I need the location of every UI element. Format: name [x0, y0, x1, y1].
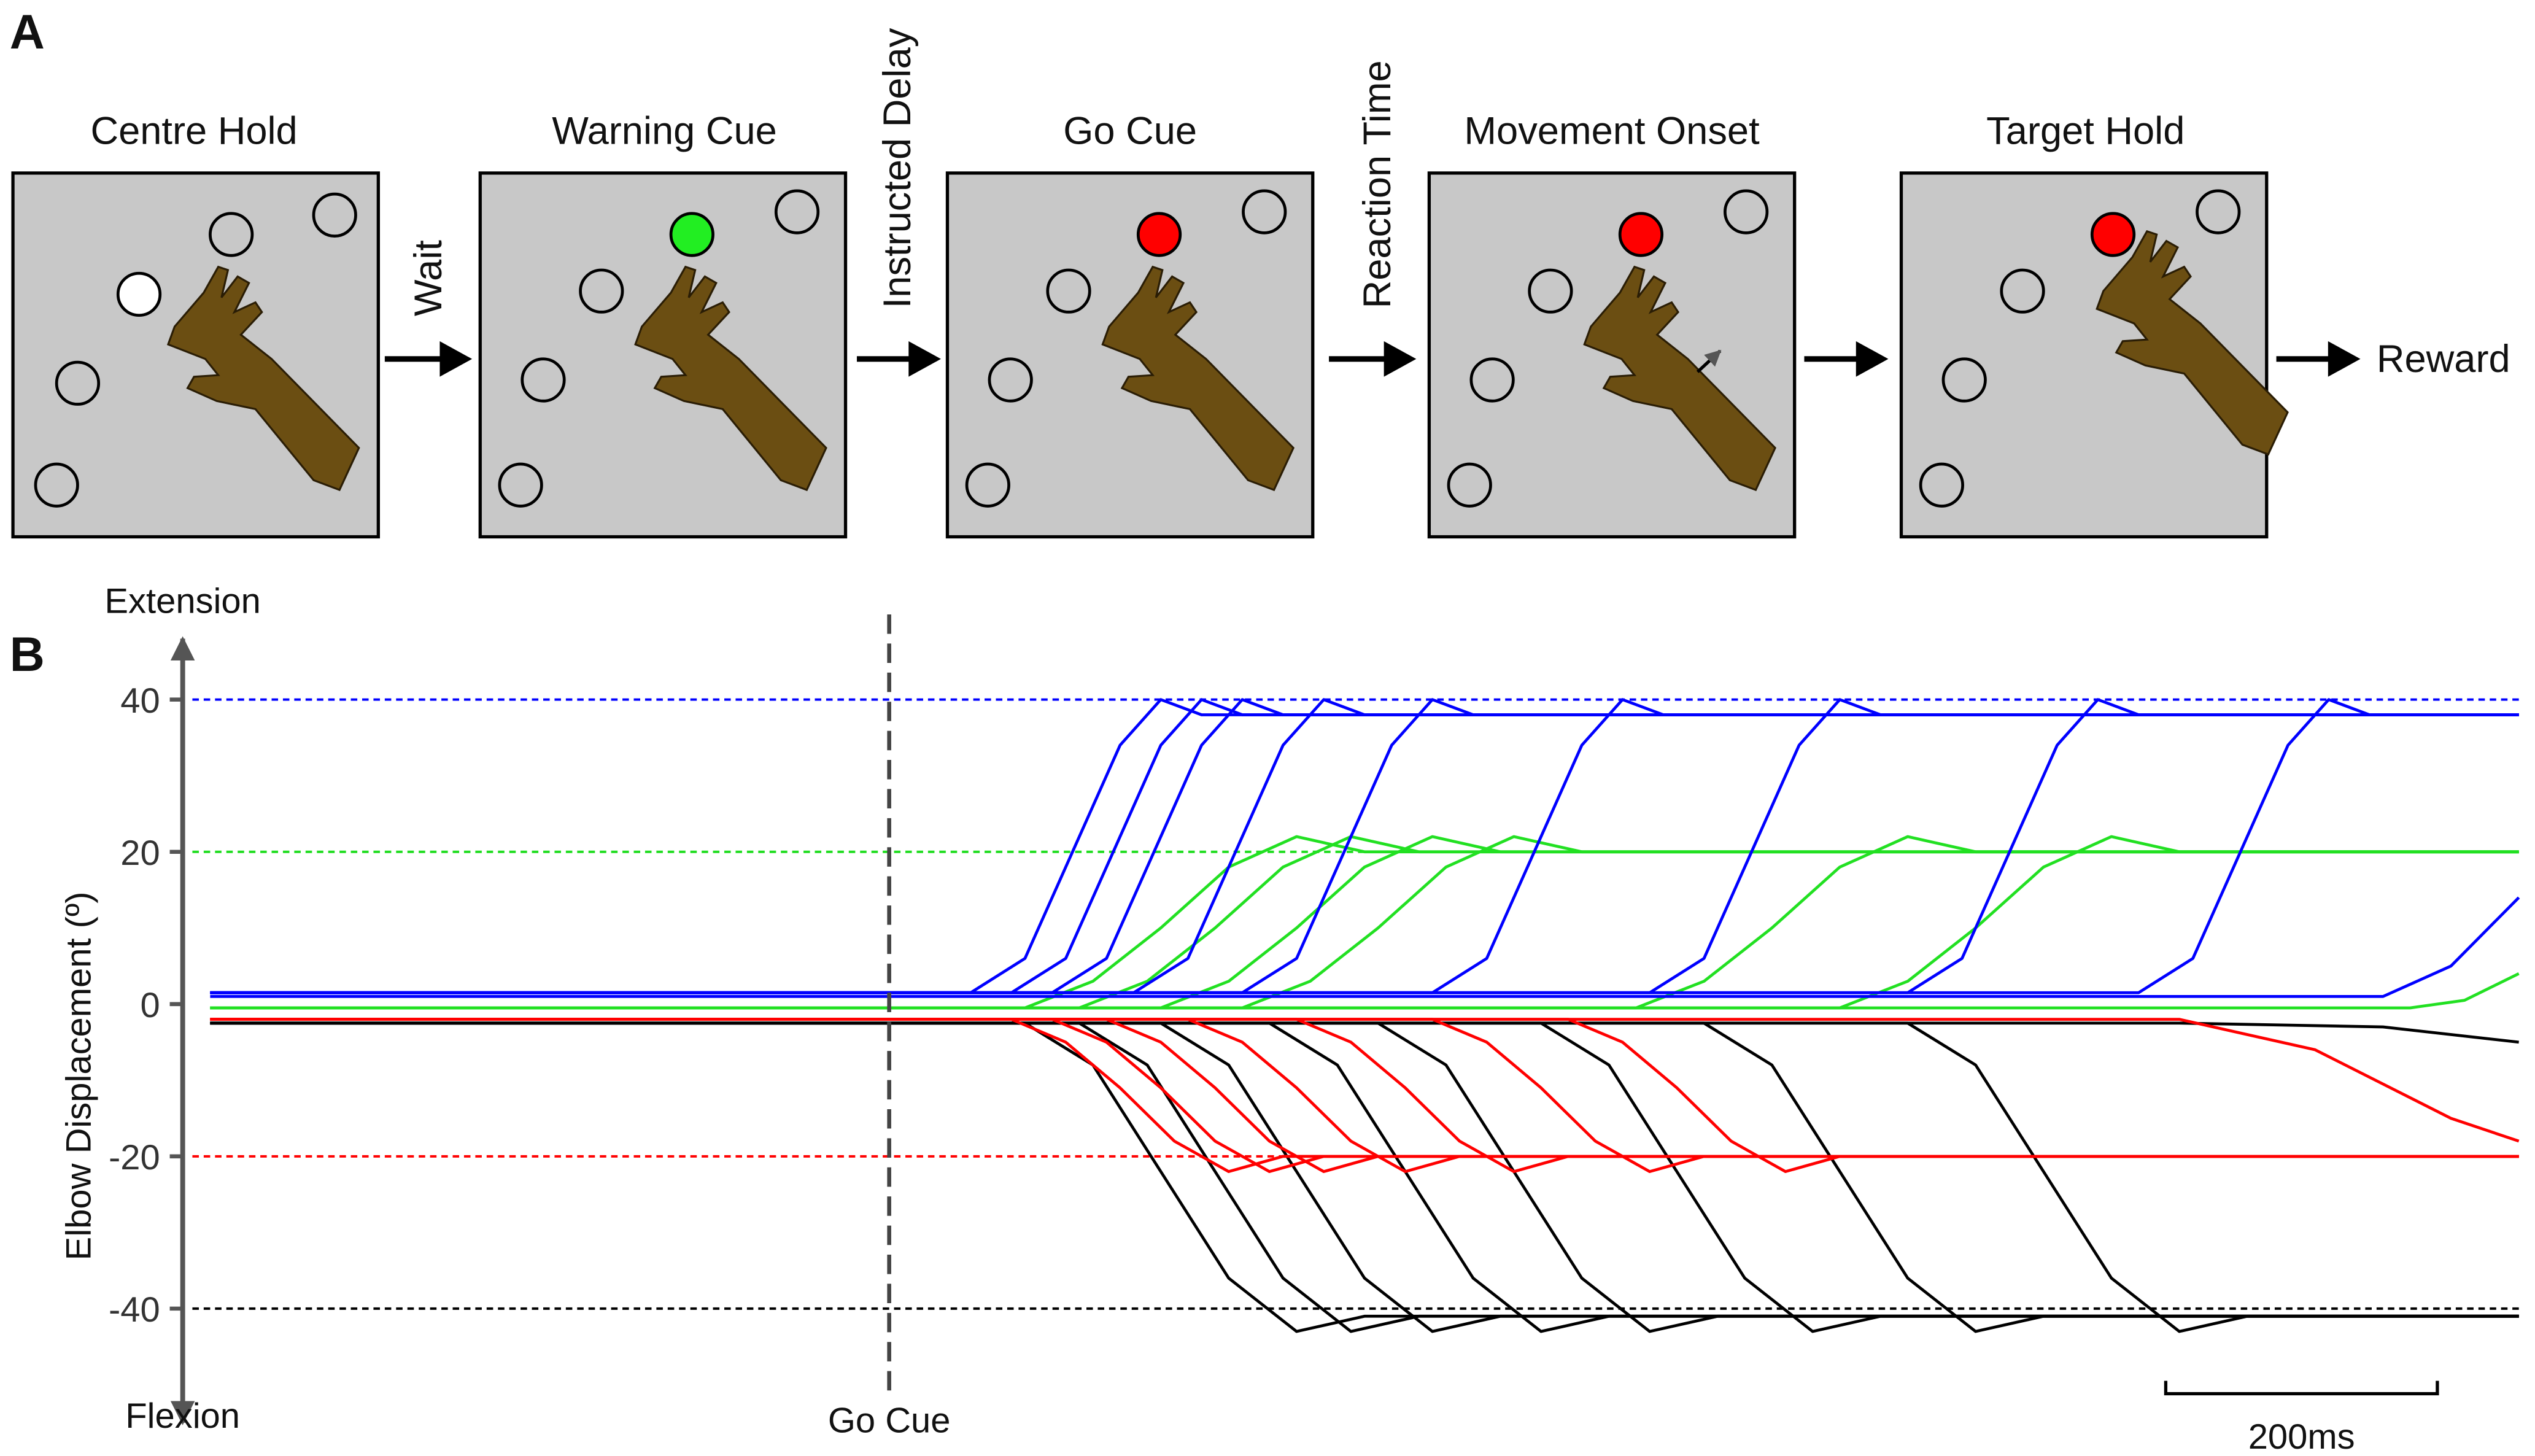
target [312, 192, 357, 238]
transition-label: Instructed Delay [876, 28, 919, 308]
target [498, 462, 543, 508]
stage-box [945, 171, 1315, 539]
y-tick-label: -20 [109, 1138, 160, 1177]
trace [210, 698, 2519, 994]
trace [210, 1021, 2519, 1333]
go-target [2090, 212, 2136, 257]
trace [210, 1018, 2519, 1174]
arrow-head [1384, 341, 1417, 377]
arrow-head [908, 341, 941, 377]
stage-box [11, 171, 380, 539]
stage-box [1427, 171, 1797, 539]
target [1919, 462, 1964, 508]
trace [210, 1021, 2519, 1333]
go-target [1618, 212, 1664, 257]
trace [210, 1018, 2519, 1174]
trace [210, 896, 2520, 998]
trace [210, 1018, 2519, 1174]
target [965, 462, 1010, 508]
centre-target [116, 271, 162, 317]
target [209, 212, 254, 257]
y-tick-label: 0 [141, 986, 160, 1025]
trace [210, 1021, 2519, 1333]
target [1046, 268, 1091, 314]
target [1242, 189, 1287, 234]
trace [210, 698, 2519, 994]
trace [210, 1021, 2519, 1333]
motion-arrow [1696, 349, 1722, 373]
y-bottom-label: Flexion [125, 1396, 240, 1436]
stage-title: Target Hold [1986, 109, 2185, 152]
outcome-label: Reward [2377, 338, 2510, 381]
arrow-head [1856, 341, 1889, 377]
target [1469, 357, 1515, 403]
trace [210, 1021, 2519, 1333]
panel-label: B [10, 627, 45, 681]
panel-label: A [10, 4, 45, 59]
trace [210, 835, 2519, 1010]
trace [210, 972, 2520, 1010]
target [34, 462, 79, 508]
go-target [1136, 212, 1182, 257]
trace [210, 835, 2519, 1010]
arrow-head [2328, 341, 2361, 377]
trace [210, 698, 2519, 994]
trace [210, 1021, 2519, 1333]
y-tick-label: 40 [120, 681, 160, 721]
stage-box [1899, 171, 2289, 539]
trace [210, 835, 2519, 1010]
event-label: Go Cue [828, 1401, 951, 1441]
stage-box [478, 171, 848, 539]
trace [210, 835, 2519, 1010]
trace [210, 1018, 2519, 1174]
target [2000, 268, 2045, 314]
trace [210, 698, 2519, 994]
trace [210, 1018, 2519, 1174]
scale-bar [2164, 1380, 2439, 1396]
target [774, 189, 820, 234]
target [55, 360, 101, 406]
y-axis-label: Elbow Displacement (º) [60, 892, 99, 1261]
target [1447, 462, 1492, 508]
plot: -40 -20 0 20 40 Elbow Displacement (º) Extensi… [60, 581, 2520, 1456]
y-tick-label: -40 [109, 1290, 160, 1330]
y-top-label: Extension [104, 581, 260, 621]
trace [210, 698, 2519, 994]
target [521, 357, 566, 403]
target [1941, 357, 1987, 403]
cued-target [669, 212, 714, 257]
trace [210, 1018, 2520, 1143]
trace [210, 1021, 2519, 1044]
transition-label: Reaction Time [1356, 60, 1399, 308]
y-tick-label: 20 [120, 834, 160, 873]
trace [210, 698, 2519, 994]
trace [210, 1018, 2519, 1174]
target [1528, 268, 1573, 314]
trace [210, 698, 2519, 994]
trace [210, 1018, 2519, 1174]
transition-label: Wait [407, 240, 450, 317]
trace [210, 835, 2519, 1010]
target [988, 357, 1033, 403]
target [2196, 189, 2241, 234]
target [1724, 189, 1769, 234]
stage-title: Warning Cue [552, 109, 777, 152]
trace [210, 698, 2519, 994]
arrow-head [439, 341, 473, 377]
arrows [384, 341, 2361, 377]
stage-title: Centre Hold [90, 109, 297, 152]
stage-title: Movement Onset [1464, 109, 1760, 152]
target [579, 268, 624, 314]
stage-title: Go Cue [1063, 109, 1197, 152]
scale-bar-label: 200ms [2248, 1417, 2355, 1456]
trace [210, 1021, 2519, 1333]
trace [210, 698, 2519, 994]
trace [210, 1021, 2519, 1333]
trace [210, 835, 2519, 1010]
